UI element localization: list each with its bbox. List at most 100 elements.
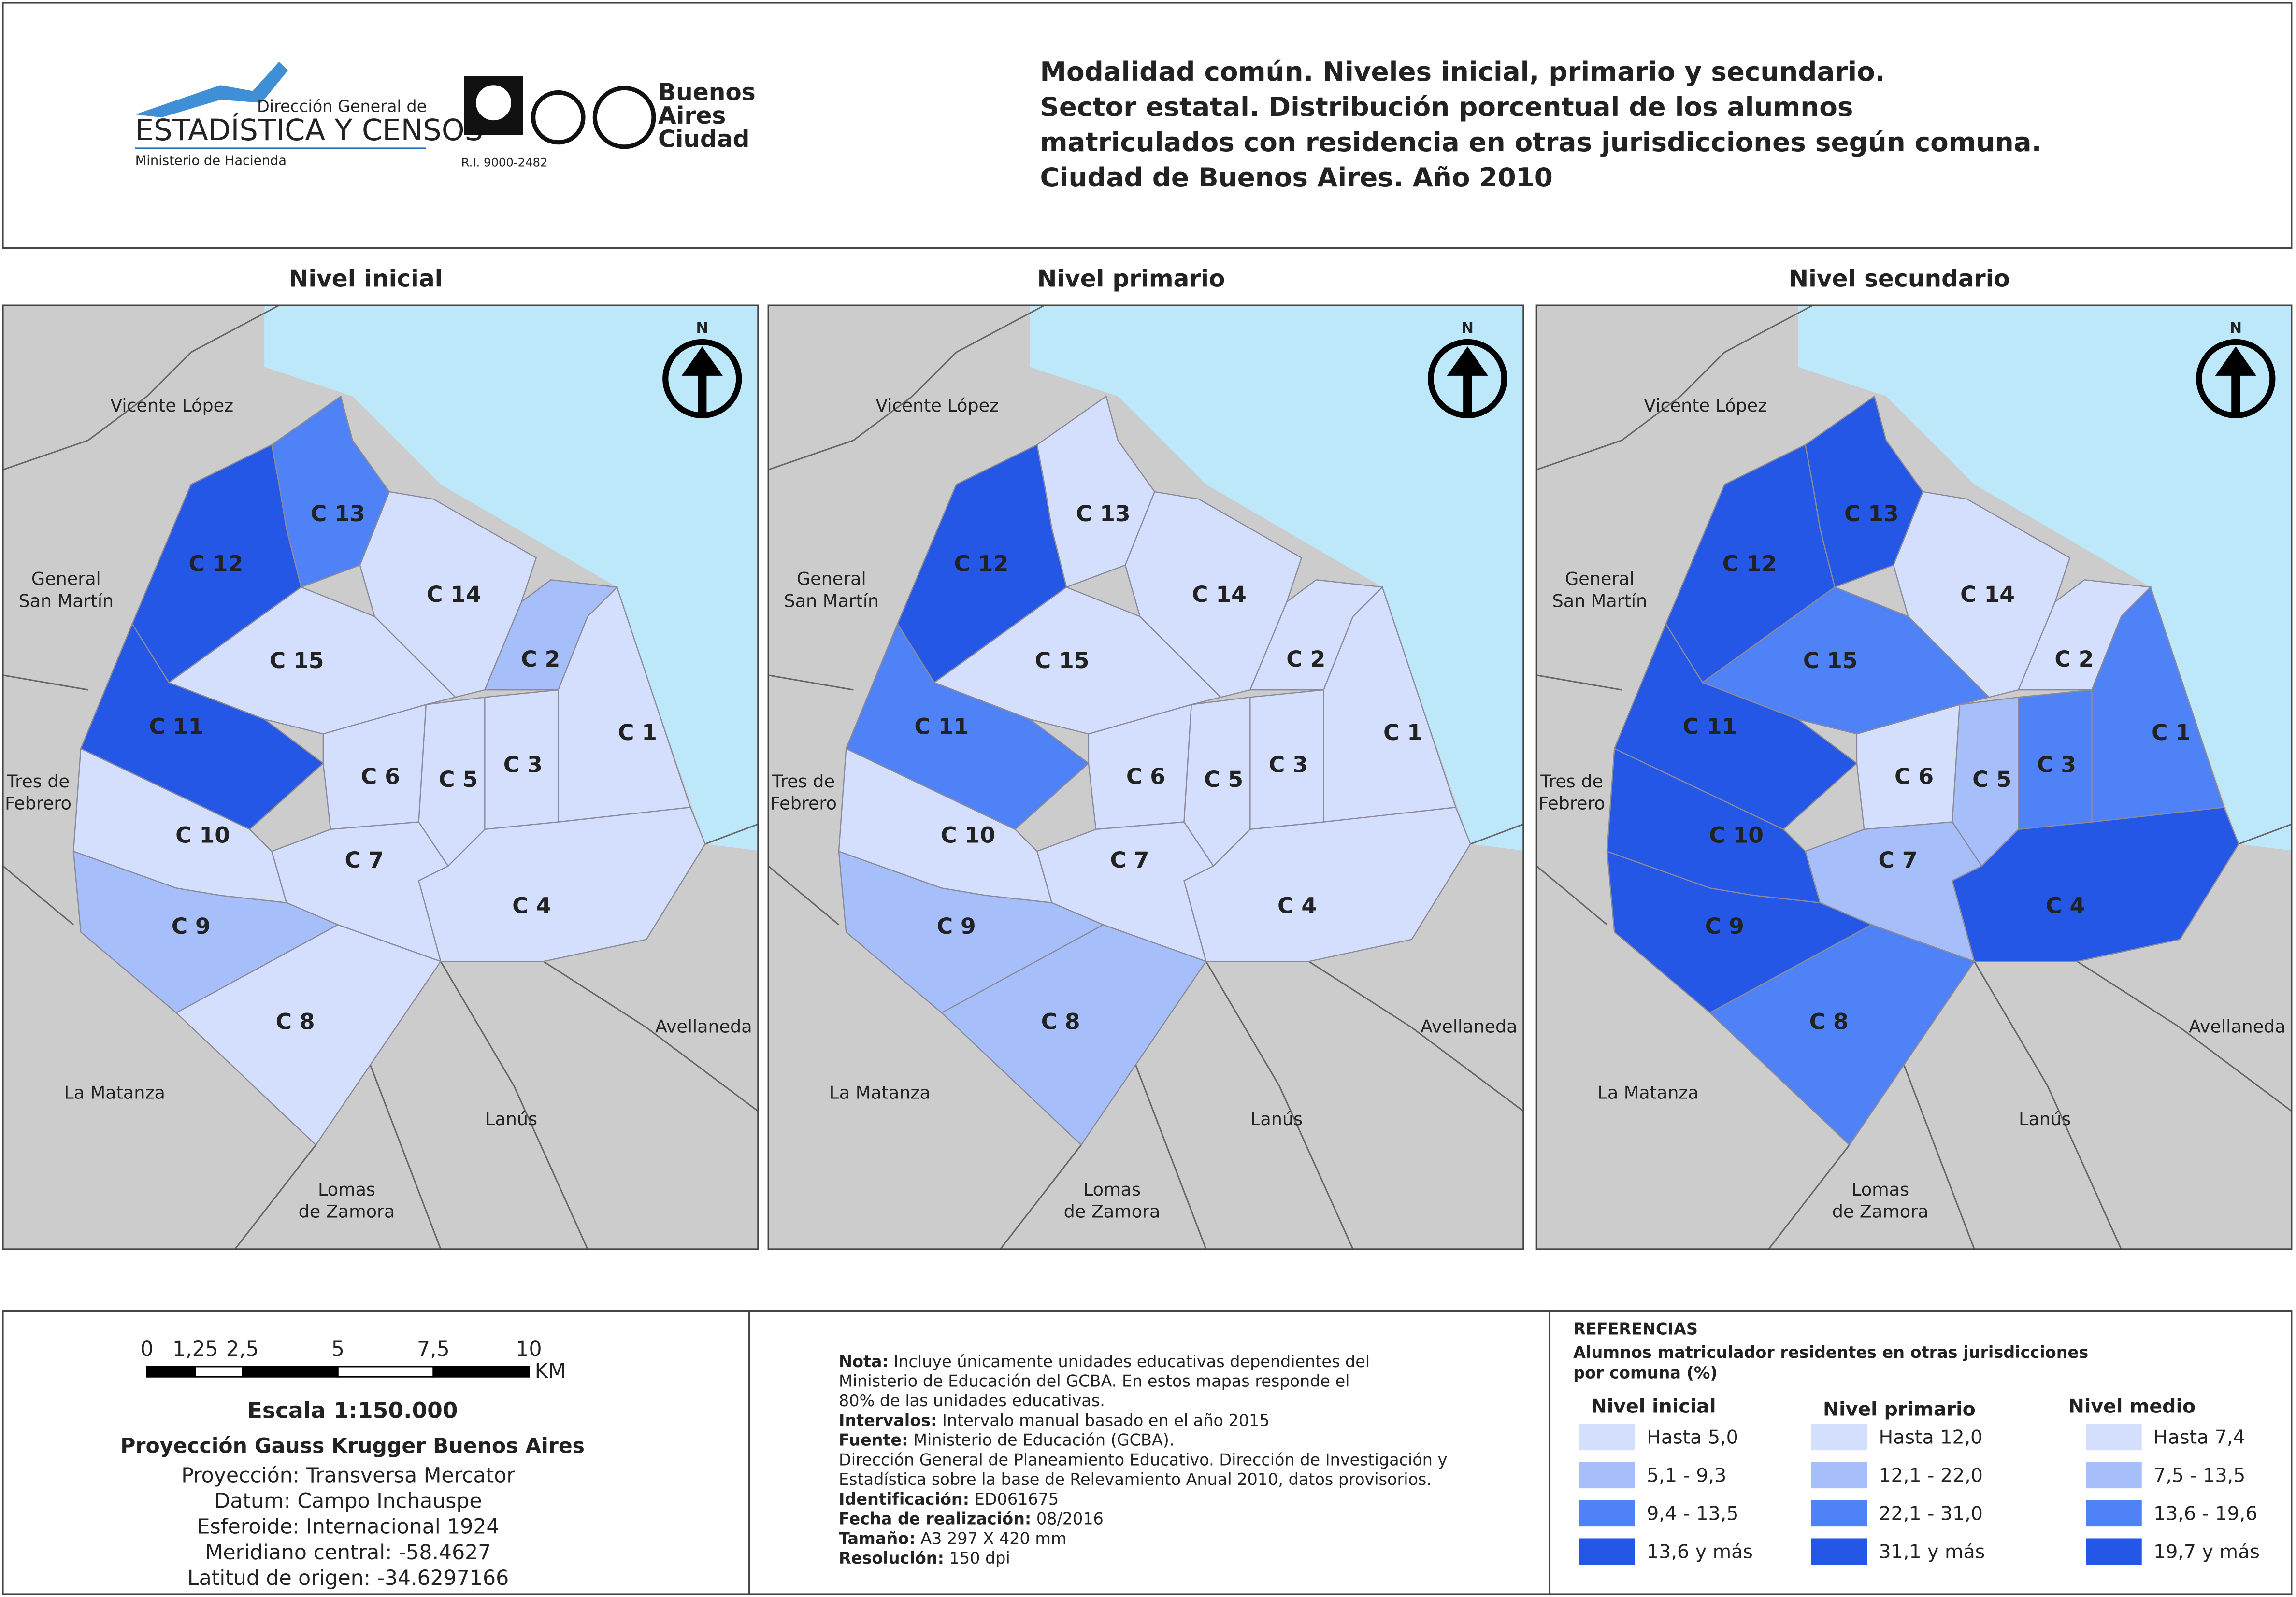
scale-tick: 2,5 (226, 1338, 259, 1361)
footer-box (2, 1310, 2293, 1595)
neighbor-label: Tres de (1540, 771, 1603, 792)
note-key: Identificación: (839, 1489, 969, 1508)
city-logo (592, 86, 656, 149)
note-line: Nota: Incluye únicamente unidades educat… (839, 1352, 1370, 1370)
legend-swatch (1811, 1500, 1867, 1527)
comuna-label: C 12 (1722, 551, 1777, 576)
note-text: Intervalo manual basado en el año 2015 (942, 1411, 1270, 1429)
city-text: Aires (658, 102, 726, 129)
note-key: Intervalos: (839, 1411, 937, 1429)
legend-group-title: Nivel medio (2068, 1396, 2196, 1418)
legend-title: REFERENCIAS (1573, 1319, 1698, 1338)
boundary (768, 865, 839, 926)
legend-swatch (1579, 1538, 1635, 1565)
north-arrow (2215, 346, 2256, 414)
logo-shape (135, 61, 288, 118)
boundary (3, 865, 74, 926)
legend-label: 22,1 - 31,0 (1879, 1502, 1983, 1525)
neighbor-label: La Matanza (64, 1082, 165, 1103)
neighbor-label: Avellaneda (2189, 1016, 2286, 1037)
neighbor-label: Lomas (1083, 1179, 1141, 1200)
legend-subtitle: Alumnos matriculador residentes en otras… (1573, 1343, 2088, 1362)
comuna (72, 747, 287, 904)
boundary (1205, 961, 1354, 1249)
legend-swatch (1811, 1462, 1867, 1489)
note-line: Estadística sobre la base de Relevamient… (839, 1470, 1432, 1489)
neighbor-label: de Zamora (299, 1201, 395, 1222)
neighbor-label: Lomas (318, 1179, 375, 1200)
city-text: Buenos (658, 79, 756, 106)
boundary (440, 961, 588, 1249)
neighbor-label: Tres de (772, 771, 835, 792)
legend-swatch (2086, 1500, 2142, 1527)
boundary (3, 674, 88, 691)
boundary (543, 961, 758, 1112)
note-line: 80% de las unidades educativas. (839, 1391, 1105, 1410)
note-text: 08/2016 (1036, 1509, 1104, 1528)
note-text: Ministerio de Educación del GCBA. En est… (839, 1371, 1349, 1390)
legend-label: 12,1 - 22,0 (1879, 1464, 1983, 1486)
comuna-label: C 8 (276, 1009, 315, 1034)
projection-title: Proyección Gauss Krugger Buenos Aires (120, 1435, 585, 1458)
note-text: 150 dpi (949, 1549, 1010, 1568)
note-line: Identificación: ED061675 (839, 1489, 1059, 1508)
cert-logo (476, 85, 512, 121)
scale-segment (337, 1366, 434, 1378)
river (1030, 305, 1523, 851)
legend-label: 19,7 y más (2153, 1540, 2260, 1563)
north-arrow (681, 346, 723, 414)
neighbor-label: Febrero (5, 793, 72, 814)
north-arrow (1447, 346, 1488, 414)
legend-swatch (1811, 1424, 1867, 1451)
comuna-label: C 9 (1705, 913, 1744, 939)
title-line: Sector estatal. Distribución porcentual … (1040, 91, 1853, 122)
comuna-label: C 3 (1269, 752, 1308, 778)
map-title: Nivel primario (1037, 265, 1225, 292)
neighbor-label: General (797, 569, 866, 589)
neighbor-label: Lanús (1250, 1109, 1303, 1129)
neighbor-label: Avellaneda (655, 1016, 752, 1037)
scale-segment (242, 1366, 339, 1378)
legend-label: Hasta 12,0 (1879, 1426, 1983, 1448)
comuna-label: C 10 (941, 823, 995, 848)
note-text: Dirección General de Planeamiento Educat… (839, 1450, 1447, 1469)
legend-label: 13,6 - 19,6 (2153, 1502, 2257, 1525)
map-frame (1535, 304, 2293, 1250)
boundary (1132, 1056, 1207, 1249)
comuna-label: C 9 (937, 913, 976, 939)
comuna-label: C 3 (503, 752, 543, 778)
comuna-label: C 4 (2046, 893, 2085, 918)
scale-segment (194, 1366, 244, 1378)
comuna-label: C 8 (1041, 1009, 1080, 1034)
comuna-label: C 10 (175, 823, 230, 848)
comuna-label: C 13 (1076, 501, 1131, 527)
comuna-label: C 1 (618, 720, 657, 745)
note-text: Ministerio de Educación (GCBA). (913, 1430, 1174, 1449)
scale-segment (146, 1366, 196, 1378)
neighbor-label: de Zamora (1064, 1201, 1161, 1222)
comuna-label: C 14 (1960, 582, 2015, 607)
north-circle (1428, 339, 1507, 419)
title-line: Ciudad de Buenos Aires. Año 2010 (1040, 162, 1553, 193)
projection-line: Esferoide: Internacional 1924 (197, 1515, 500, 1539)
boundary (366, 1056, 442, 1249)
north-label: N (2230, 320, 2242, 337)
comuna-label: C 7 (1879, 847, 1918, 873)
boundary (1973, 961, 2122, 1249)
north-circle (662, 339, 742, 419)
legend-label: Hasta 7,4 (2153, 1426, 2245, 1448)
note-key: Fecha de realización: (839, 1509, 1031, 1528)
comuna-label: C 13 (1844, 501, 1899, 527)
comuna-label: C 1 (2152, 720, 2191, 745)
neighbor-label: San Martín (784, 590, 879, 611)
comuna-label: C 4 (1277, 893, 1317, 918)
projection-line: Meridiano central: -58.4627 (205, 1541, 491, 1565)
comuna-label: C 15 (270, 648, 324, 673)
legend-swatch (2086, 1424, 2142, 1451)
header-box (2, 2, 2293, 249)
note-text: ED061675 (975, 1489, 1059, 1508)
projection-line: Datum: Campo Inchauspe (215, 1490, 482, 1513)
note-text: A3 297 X 420 mm (920, 1529, 1066, 1548)
comuna-label: C 13 (311, 501, 365, 527)
